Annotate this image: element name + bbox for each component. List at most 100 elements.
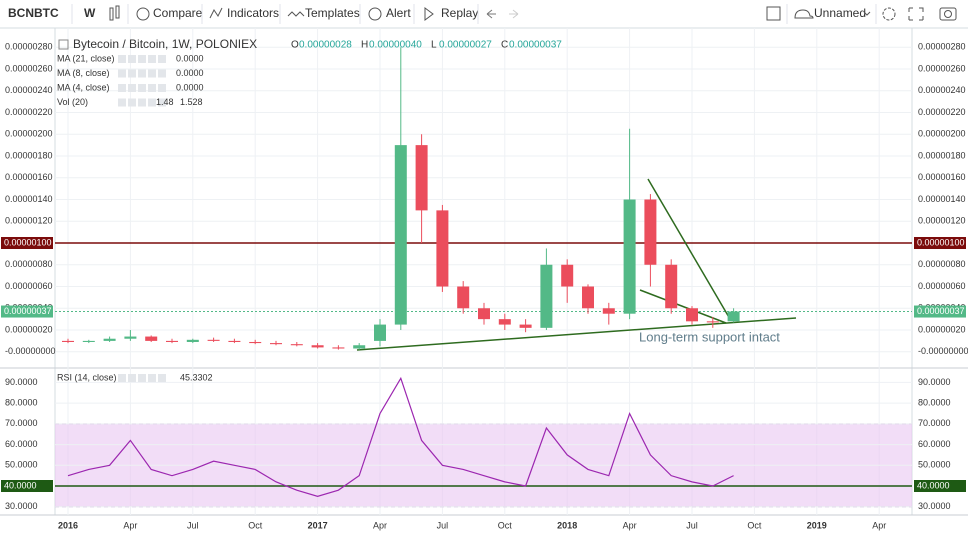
candle-body bbox=[62, 340, 74, 342]
fullscreen-button[interactable] bbox=[908, 7, 924, 21]
y-tick-label: 90.0000 bbox=[918, 377, 951, 387]
chart-title: Bytecoin / Bitcoin, 1W, POLONIEX bbox=[73, 37, 257, 51]
support-trend-line[interactable] bbox=[356, 317, 797, 351]
undo-button[interactable] bbox=[486, 9, 496, 19]
y-tick-label: 0.00000200 bbox=[918, 129, 966, 139]
cloud-icon bbox=[794, 9, 814, 19]
candle-body bbox=[582, 286, 594, 309]
alert-icon bbox=[368, 7, 382, 21]
candle-body bbox=[561, 264, 574, 287]
candle-body bbox=[540, 264, 553, 328]
ohlc-name: C bbox=[501, 40, 508, 51]
y-tick-label: 0.00000060 bbox=[5, 281, 53, 291]
y-tick-label: 30.0000 bbox=[918, 501, 951, 511]
candle-body bbox=[415, 145, 428, 211]
candle-body bbox=[457, 286, 470, 309]
y-tick-label: 0.00000140 bbox=[5, 194, 53, 204]
price-tag bbox=[1, 305, 53, 318]
indicator-value: 1.528 bbox=[180, 97, 203, 107]
indicator-control bbox=[118, 69, 126, 78]
indicator-value: 1.48 bbox=[156, 97, 174, 107]
x-tick-label: Jul bbox=[437, 520, 449, 530]
alert-button[interactable]: Alert bbox=[386, 6, 411, 20]
ohlc-value: 0.00000028 bbox=[299, 40, 352, 51]
candle-body bbox=[228, 340, 241, 342]
indicator-control bbox=[118, 55, 126, 63]
indicator-control bbox=[158, 98, 166, 107]
indicator-control bbox=[138, 98, 146, 107]
indicator-value: 0.0000 bbox=[176, 53, 204, 63]
snapshot-button[interactable] bbox=[939, 7, 957, 21]
indicator-control bbox=[148, 55, 156, 63]
indicator-name: Vol (20) bbox=[57, 97, 88, 107]
rsi-line bbox=[67, 376, 734, 497]
candle-body bbox=[249, 341, 262, 344]
templates-button[interactable]: Templates bbox=[305, 6, 360, 20]
candle-body bbox=[186, 339, 199, 342]
indicator-control bbox=[158, 84, 166, 92]
price-tag bbox=[1, 480, 53, 492]
x-tick-label: Apr bbox=[123, 520, 137, 530]
indicator-control bbox=[118, 98, 126, 107]
indicator-control bbox=[138, 84, 146, 92]
chart-style-icon[interactable] bbox=[109, 5, 120, 21]
y-tick-label: 50.0000 bbox=[918, 460, 951, 470]
candle-body bbox=[706, 321, 719, 323]
compare-icon[interactable] bbox=[136, 7, 150, 21]
select-box[interactable] bbox=[766, 6, 781, 21]
trend-line[interactable] bbox=[639, 289, 727, 324]
y-tick-label: 0.00000280 bbox=[5, 42, 53, 52]
indicator-control bbox=[148, 69, 156, 78]
y-tick-label: -0.00000000 bbox=[5, 346, 56, 356]
candle-body bbox=[374, 324, 386, 341]
price-tag-label: 40.0000 bbox=[917, 480, 950, 490]
candle-body bbox=[623, 199, 636, 314]
y-tick-label: 0.00000260 bbox=[918, 63, 966, 73]
layout-dropdown[interactable] bbox=[863, 11, 871, 16]
indicator-control bbox=[128, 98, 136, 107]
price-tag bbox=[914, 480, 966, 492]
indicator-value: 0.0000 bbox=[176, 68, 204, 78]
y-tick-label: 0.00000180 bbox=[5, 150, 53, 160]
y-tick-label: 0.00000240 bbox=[5, 85, 53, 95]
rsi-legend-name: RSI (14, close) bbox=[57, 372, 117, 382]
indicator-control bbox=[118, 84, 126, 92]
layout-name[interactable]: Unnamed bbox=[814, 6, 866, 20]
y-tick-label: 0.00000220 bbox=[5, 107, 53, 117]
candle-body bbox=[602, 308, 615, 314]
settings-button[interactable] bbox=[882, 7, 896, 21]
indicators-icon bbox=[209, 7, 223, 19]
candle-body bbox=[727, 311, 740, 322]
candle-body bbox=[498, 319, 511, 325]
replay-button[interactable]: Replay bbox=[441, 6, 478, 20]
price-tag-label: 0.00000037 bbox=[917, 306, 965, 316]
indicators-button[interactable]: Indicators bbox=[227, 6, 279, 20]
resistance-trend-line[interactable] bbox=[647, 178, 731, 320]
indicator-control bbox=[128, 55, 136, 63]
y-tick-label: 70.0000 bbox=[918, 418, 951, 428]
interval[interactable]: W bbox=[84, 6, 96, 20]
x-tick-label: Apr bbox=[373, 520, 387, 530]
ohlc-name: L bbox=[431, 40, 437, 51]
y-tick-label: 0.00000240 bbox=[918, 85, 966, 95]
price-tag bbox=[914, 237, 966, 250]
candle-body bbox=[436, 210, 449, 287]
templates-icon bbox=[287, 11, 305, 17]
candle-body bbox=[124, 336, 137, 339]
indicator-name: MA (8, close) bbox=[57, 68, 110, 78]
compare-button[interactable]: Compare bbox=[153, 6, 203, 20]
candle-body bbox=[207, 339, 220, 341]
indicator-control bbox=[138, 374, 146, 382]
y-tick-label: 0.00000020 bbox=[918, 324, 966, 334]
y-tick-label: 0.00000120 bbox=[5, 216, 53, 226]
candle-body bbox=[145, 336, 158, 341]
x-tick-label: Apr bbox=[872, 520, 886, 530]
y-tick-label: 0.00000180 bbox=[918, 150, 966, 160]
redo-button[interactable] bbox=[509, 9, 519, 19]
indicator-control bbox=[158, 69, 166, 78]
symbol[interactable]: BCNBTC bbox=[8, 6, 59, 20]
ohlc-value: 0.00000027 bbox=[439, 40, 492, 51]
y-tick-label: 80.0000 bbox=[5, 398, 38, 408]
x-tick-label: Jul bbox=[686, 520, 698, 530]
price-tag-label: 40.0000 bbox=[4, 480, 37, 490]
